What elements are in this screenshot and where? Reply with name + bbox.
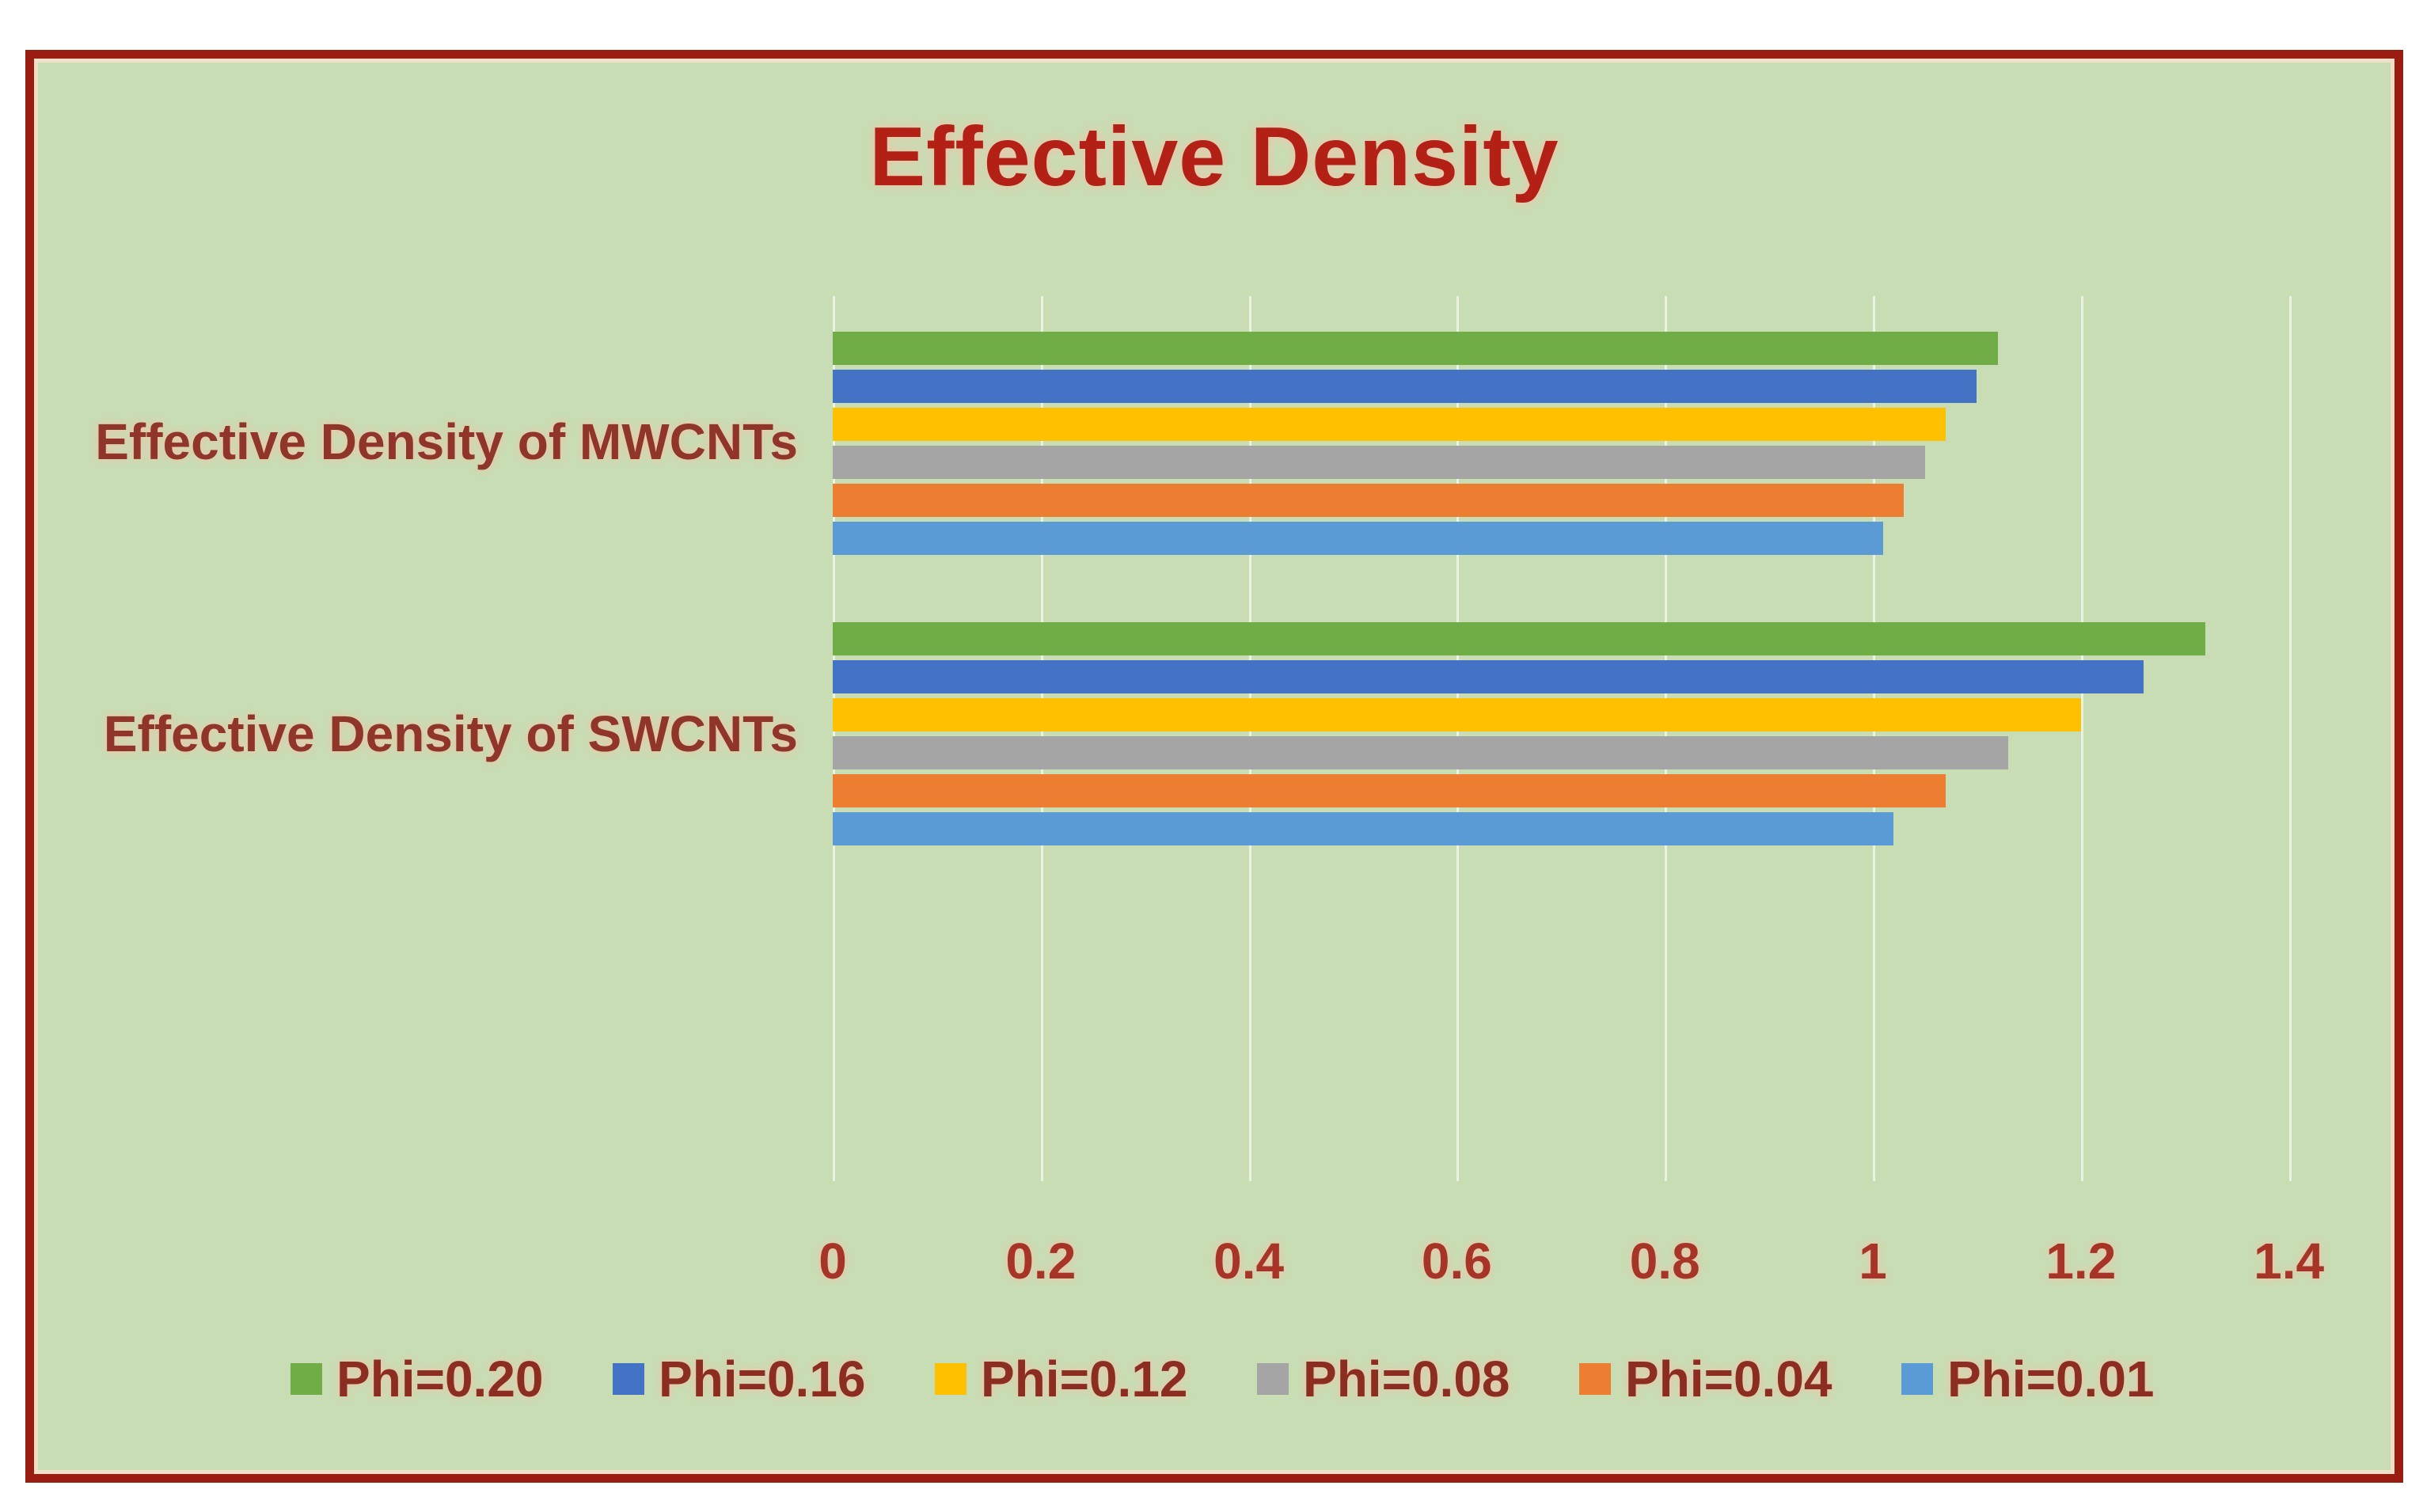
bar-phi-0-04 (833, 484, 1904, 517)
legend-swatch-icon (1901, 1363, 1933, 1395)
x-axis-tick-label: 0.4 (1213, 1233, 1285, 1290)
bar-phi-0-20 (833, 622, 2205, 655)
chart-title: Effective Density (869, 110, 1559, 203)
legend-swatch-icon (1579, 1363, 1611, 1395)
legend-label: Phi=0.12 (981, 1351, 1188, 1408)
legend-item: Phi=0.20 (291, 1351, 544, 1408)
x-axis-tick-label: 1 (1859, 1233, 1887, 1290)
bar-phi-0-01 (833, 812, 1893, 845)
legend-item: Phi=0.04 (1579, 1351, 1832, 1408)
legend-swatch-icon (935, 1363, 967, 1395)
bar-phi-0-12 (833, 698, 2081, 731)
legend-item: Phi=0.08 (1257, 1351, 1510, 1408)
x-axis-tick-label: 0.6 (1421, 1233, 1492, 1290)
x-axis-tick-label: 1.2 (2045, 1233, 2117, 1290)
bar-phi-0-04 (833, 774, 1946, 807)
gridline (2288, 296, 2292, 1181)
x-axis-tick-label: 0 (818, 1233, 847, 1290)
bar-phi-0-01 (833, 522, 1883, 555)
bar-phi-0-16 (833, 370, 1977, 403)
gridline (2080, 296, 2083, 1181)
legend-label: Phi=0.20 (336, 1351, 544, 1408)
category-label: Effective Density of MWCNTs (95, 413, 798, 470)
legend-label: Phi=0.08 (1303, 1351, 1510, 1408)
legend-swatch-icon (613, 1363, 644, 1395)
bar-phi-0-20 (833, 332, 1998, 365)
x-axis-tick-label: 0.8 (1629, 1233, 1700, 1290)
category-label: Effective Density of SWCNTs (103, 705, 798, 762)
legend-label: Phi=0.16 (659, 1351, 866, 1408)
bar-phi-0-12 (833, 408, 1946, 441)
legend-swatch-icon (1257, 1363, 1289, 1395)
bar-phi-0-08 (833, 736, 2008, 769)
bar-phi-0-08 (833, 446, 1925, 479)
legend-swatch-icon (291, 1363, 322, 1395)
legend-item: Phi=0.12 (935, 1351, 1188, 1408)
x-axis-tick-label: 0.2 (1005, 1233, 1077, 1290)
x-axis-tick-label: 1.4 (2254, 1233, 2325, 1290)
bar-phi-0-16 (833, 660, 2144, 693)
legend-item: Phi=0.01 (1901, 1351, 2155, 1408)
legend-item: Phi=0.16 (613, 1351, 866, 1408)
legend-label: Phi=0.04 (1625, 1351, 1832, 1408)
legend-label: Phi=0.01 (1947, 1351, 2155, 1408)
